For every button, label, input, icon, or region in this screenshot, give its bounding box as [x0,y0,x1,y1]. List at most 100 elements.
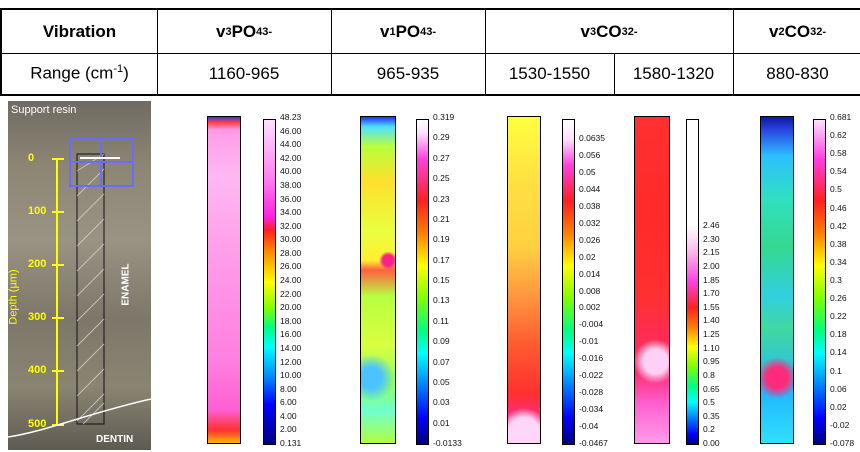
dentin-label: DENTIN [96,434,134,445]
colorbar-tick-label: 0.026 [579,234,601,245]
colorbar-tick-label: -0.0133 [433,438,462,448]
vib-subscript: 2 [778,25,785,38]
ion-subscript: 3 [621,25,628,38]
colorbar-tick-label: 0.032 [579,217,601,228]
colorbar-tick-label: 46.00 [280,125,302,136]
colorbar-v1-po4 [416,119,429,445]
map-v3-co3-b [634,116,670,444]
colorbar-tick-label: 0.8 [703,369,715,380]
colorbar-tick-label: 2.00 [703,260,720,271]
colorbar-tick-label: 0.00 [703,438,720,448]
colorbar-tick-label: 0.23 [433,193,450,204]
depth-tick-0: 0 [28,152,35,164]
colorbar-tick-label: 0.06 [830,383,847,394]
colorbar-tick-label: 0.22 [830,311,847,322]
depth-tick-200: 200 [28,258,47,270]
enamel-dentin-junction [8,398,151,438]
colorbar-tick-label: 0.58 [830,148,847,159]
enamel-label: ENAMEL [120,263,132,306]
range-v3-po4: 1160-965 [208,63,280,83]
colorbar-tick-label: 0.21 [433,213,450,224]
colorbar-tick-label: 0.038 [579,200,601,211]
colorbar-tick-label: -0.04 [579,421,599,432]
colorbar-tick-label: 1.85 [703,274,720,285]
colorbar-tick-label: 0.008 [579,285,601,296]
ion-label: PO [395,21,421,41]
ion-label: CO [784,21,811,41]
colorbar-tick-label: 2.00 [280,424,297,435]
colorbar-v3-co3-a [562,119,575,445]
colorbar-tick-label: 1.25 [703,329,720,339]
map-v3-po4 [207,116,241,444]
tooth-section-photo: Support resin 0 100 200 300 400 500 Dept… [8,101,151,450]
range-header-text: Range (cm-1) [30,63,129,83]
colorbar-tick-label: -0.0467 [579,438,608,448]
colorbar-tick-label: -0.02 [830,419,850,430]
support-resin-label: Support resin [11,104,77,116]
colorbar-tick-label: 0.02 [830,401,847,412]
colorbar-tick-label: 0.38 [830,238,847,249]
colorbar-tick-label: 24.00 [280,275,302,285]
colorbar-tick-label: -0.078 [830,438,855,448]
ion-superscript: 3- [262,25,273,38]
colorbar-tick-label: 0.5 [830,184,842,195]
colorbar-tick-label: 0.01 [433,417,450,428]
colorbar-tick-label: 0.54 [830,166,847,177]
scan-region [76,153,105,425]
colorbar-tick-label: -0.01 [579,336,599,347]
colorbar-tick-label: 0.15 [433,275,450,285]
colorbar-tick-label: 22.00 [280,288,302,299]
colorbar-tick-label: 0.014 [579,268,601,279]
colorbar-v2-co3 [813,119,826,445]
range-v3-co3-b: 1580-1320 [632,63,715,83]
colorbar-tick-label: 2.15 [703,247,720,258]
colorbar-tick-label: 0.62 [830,130,847,141]
colorbar-tick-label: 0.681 [830,112,852,122]
colorbar-tick-label: 0.2 [703,424,715,435]
colorbar-tick-label: 0.34 [830,256,847,267]
range-v2-co3: 880-830 [766,63,829,83]
table-col-divider [733,10,734,94]
colorbar-tick-label: 0.1 [830,365,842,376]
colorbar-tick-label: 1.55 [703,301,720,312]
ion-superscript: 2- [816,25,826,38]
colorbar-tick-label: 8.00 [280,383,297,394]
vib-subscript: 3 [589,25,597,38]
colorbar-tick-label: 0.29 [433,132,450,143]
ion-subscript: 4 [420,25,427,38]
colorbar-tick-label: 0.131 [280,438,302,448]
colorbar-tick-label: 18.00 [280,315,302,326]
colorbar-tick-label: 38.00 [280,179,302,190]
colorbar-tick-label: 42.00 [280,152,302,163]
colorbar-tick-label: 6.00 [280,397,297,408]
colorbar-tick-label: 0.42 [830,220,847,231]
colorbar-tick-label: 0.07 [433,356,450,367]
colorbar-tick-label: -0.016 [579,353,604,364]
range-v3-co3-a: 1530-1550 [508,63,591,83]
map-v1-po4 [360,116,396,444]
colorbar-tick-label: 26.00 [280,261,302,272]
colorbar-tick-label: 30.00 [280,234,302,245]
colorbar-tick-label: 0.19 [433,234,450,245]
ion-superscript: 3- [426,25,437,38]
colorbar-tick-label: 0.05 [433,376,450,387]
vib-symbol: v [580,21,590,41]
colorbar-tick-label: 0.14 [830,347,847,358]
colorbar-tick-label: -0.034 [579,404,604,415]
depth-tick-400: 400 [28,364,47,376]
colorbar-tick-label: 20.00 [280,302,302,313]
colorbar-tick-label: -0.004 [579,319,604,330]
colorbar-tick-label: 10.00 [280,370,302,381]
colorbar-tick-label: 1.40 [703,315,720,326]
colorbar-tick-label: 0.0635 [579,133,605,143]
table-col-divider [485,10,486,94]
table-row-divider [2,53,860,54]
colorbar-tick-label: 4.00 [280,410,297,421]
colorbar-v3-co3-b [686,119,699,445]
colorbar-tick-label: 34.00 [280,207,302,218]
colorbar-tick-label: 1.10 [703,342,720,353]
vib-symbol: v [215,21,226,41]
